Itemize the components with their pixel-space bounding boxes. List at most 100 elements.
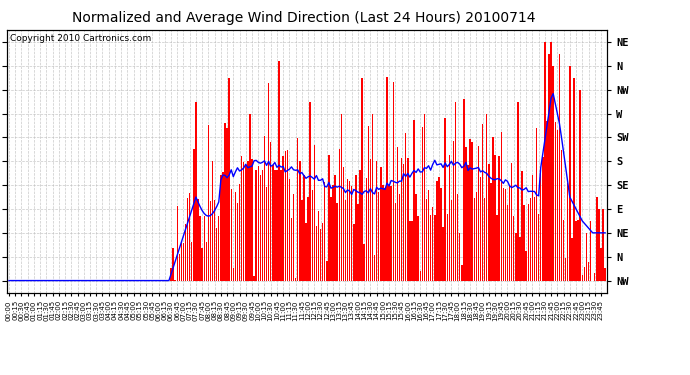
- Bar: [353, 224, 355, 280]
- Bar: [372, 114, 373, 280]
- Bar: [492, 137, 493, 280]
- Bar: [467, 165, 469, 280]
- Bar: [575, 220, 577, 280]
- Bar: [578, 220, 579, 280]
- Bar: [299, 160, 301, 280]
- Bar: [318, 211, 319, 280]
- Bar: [216, 228, 217, 280]
- Bar: [179, 254, 180, 280]
- Bar: [286, 150, 288, 280]
- Bar: [477, 146, 479, 280]
- Bar: [571, 238, 573, 280]
- Bar: [461, 265, 462, 280]
- Bar: [199, 216, 201, 280]
- Bar: [368, 126, 369, 280]
- Bar: [193, 149, 195, 280]
- Bar: [544, 42, 546, 280]
- Bar: [453, 141, 454, 280]
- Bar: [588, 262, 589, 280]
- Bar: [222, 172, 224, 280]
- Bar: [518, 102, 519, 280]
- Bar: [295, 278, 296, 280]
- Bar: [384, 188, 386, 280]
- Bar: [569, 66, 571, 280]
- Bar: [366, 178, 367, 280]
- Bar: [403, 164, 404, 280]
- Bar: [500, 132, 502, 280]
- Bar: [380, 167, 382, 280]
- Bar: [183, 243, 184, 280]
- Bar: [395, 203, 396, 280]
- Bar: [341, 114, 342, 280]
- Bar: [401, 158, 402, 280]
- Bar: [391, 186, 392, 280]
- Bar: [530, 198, 531, 280]
- Bar: [301, 200, 303, 280]
- Bar: [511, 163, 513, 280]
- Bar: [170, 268, 172, 280]
- Bar: [490, 183, 491, 280]
- Bar: [509, 186, 511, 280]
- Bar: [430, 215, 431, 280]
- Bar: [428, 190, 429, 280]
- Bar: [253, 276, 255, 280]
- Bar: [475, 192, 477, 280]
- Bar: [600, 248, 602, 280]
- Bar: [451, 200, 452, 280]
- Bar: [197, 199, 199, 280]
- Bar: [532, 175, 533, 280]
- Bar: [347, 180, 348, 280]
- Bar: [506, 205, 509, 280]
- Bar: [457, 194, 458, 280]
- Bar: [243, 162, 244, 280]
- Bar: [551, 42, 552, 280]
- Bar: [218, 216, 219, 280]
- Bar: [486, 114, 487, 280]
- Bar: [411, 221, 413, 280]
- Bar: [399, 194, 400, 280]
- Bar: [561, 150, 562, 280]
- Bar: [420, 271, 421, 280]
- Bar: [241, 156, 242, 280]
- Bar: [337, 203, 338, 280]
- Bar: [172, 248, 174, 280]
- Bar: [303, 176, 305, 280]
- Bar: [290, 217, 292, 280]
- Bar: [542, 158, 544, 280]
- Bar: [233, 268, 234, 280]
- Bar: [284, 151, 286, 280]
- Bar: [424, 114, 425, 280]
- Bar: [393, 82, 394, 280]
- Bar: [513, 216, 515, 280]
- Bar: [567, 183, 569, 280]
- Bar: [247, 160, 248, 280]
- Bar: [465, 147, 466, 280]
- Bar: [520, 237, 521, 280]
- Bar: [181, 242, 182, 280]
- Bar: [195, 102, 197, 280]
- Bar: [309, 102, 311, 280]
- Bar: [602, 209, 604, 280]
- Bar: [522, 171, 523, 280]
- Bar: [515, 233, 517, 280]
- Bar: [326, 261, 328, 280]
- Bar: [343, 167, 344, 280]
- Bar: [582, 275, 583, 280]
- Bar: [270, 141, 271, 280]
- Bar: [555, 122, 556, 280]
- Bar: [355, 175, 357, 280]
- Bar: [417, 216, 419, 280]
- Bar: [496, 215, 498, 280]
- Bar: [268, 82, 269, 280]
- Bar: [307, 196, 309, 280]
- Text: Normalized and Average Wind Direction (Last 24 Hours) 20100714: Normalized and Average Wind Direction (L…: [72, 11, 535, 25]
- Bar: [201, 248, 203, 280]
- Bar: [442, 226, 444, 280]
- Bar: [432, 207, 433, 280]
- Bar: [315, 226, 317, 280]
- Bar: [320, 230, 322, 280]
- Bar: [536, 128, 538, 280]
- Bar: [249, 114, 250, 280]
- Bar: [573, 78, 575, 280]
- Bar: [405, 133, 406, 280]
